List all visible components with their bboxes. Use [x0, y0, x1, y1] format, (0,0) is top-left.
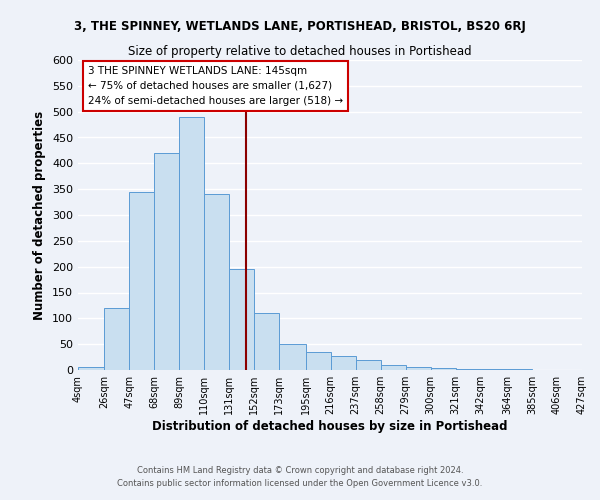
Bar — [204, 194, 229, 370]
Bar — [104, 308, 129, 370]
Bar — [431, 368, 456, 370]
Bar — [129, 192, 154, 370]
Bar — [380, 365, 406, 370]
Bar — [331, 356, 356, 370]
Bar — [179, 117, 204, 370]
Text: Size of property relative to detached houses in Portishead: Size of property relative to detached ho… — [128, 45, 472, 58]
Text: Contains HM Land Registry data © Crown copyright and database right 2024.
Contai: Contains HM Land Registry data © Crown c… — [118, 466, 482, 487]
Bar — [78, 368, 104, 370]
Text: 3 THE SPINNEY WETLANDS LANE: 145sqm
← 75% of detached houses are smaller (1,627): 3 THE SPINNEY WETLANDS LANE: 145sqm ← 75… — [88, 66, 343, 106]
Bar — [356, 360, 380, 370]
X-axis label: Distribution of detached houses by size in Portishead: Distribution of detached houses by size … — [152, 420, 508, 433]
Y-axis label: Number of detached properties: Number of detached properties — [34, 110, 46, 320]
Bar — [406, 368, 431, 370]
Bar — [254, 313, 280, 370]
Bar — [280, 344, 305, 370]
Bar — [305, 352, 331, 370]
Text: 3, THE SPINNEY, WETLANDS LANE, PORTISHEAD, BRISTOL, BS20 6RJ: 3, THE SPINNEY, WETLANDS LANE, PORTISHEA… — [74, 20, 526, 33]
Bar — [229, 269, 254, 370]
Bar — [456, 369, 481, 370]
Bar — [154, 153, 179, 370]
